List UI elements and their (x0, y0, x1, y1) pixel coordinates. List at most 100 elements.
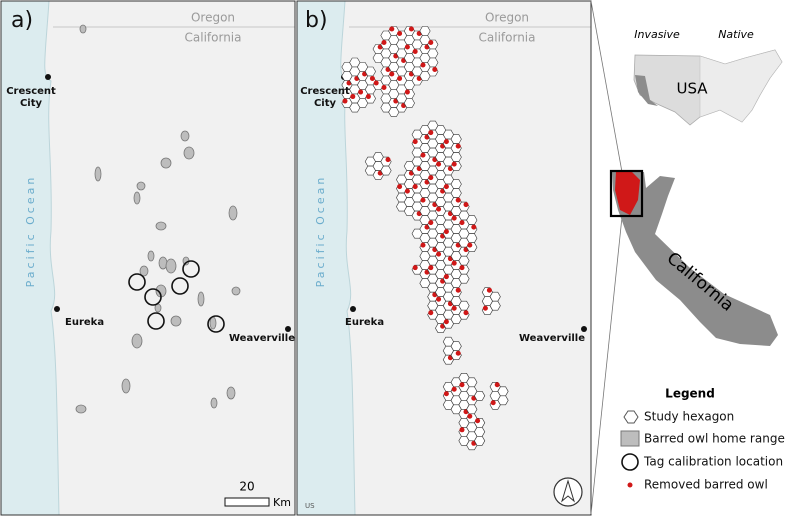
panel-a: a) Oregon California Pacific Ocean Cresc… (0, 0, 296, 516)
study-hexagon (466, 215, 478, 225)
study-hexagon (458, 255, 470, 266)
home-range (231, 286, 241, 296)
removed-owl (404, 89, 410, 95)
removed-owl (459, 220, 465, 226)
removed-owl (490, 400, 496, 406)
place-label: City (314, 98, 337, 109)
removed-owl (455, 350, 461, 356)
removed-owl (455, 197, 461, 203)
legend-swatch (623, 410, 639, 424)
removed-owl (385, 157, 391, 163)
panel-label: a) (11, 8, 33, 33)
removed-owl (404, 44, 410, 50)
home-range (183, 146, 195, 160)
removed-owl (467, 413, 473, 419)
place-label: Crescent (300, 86, 350, 97)
study-hexagon (489, 291, 501, 302)
study-hexagon (427, 57, 439, 68)
removed-owl (412, 265, 418, 271)
removed-owl (471, 224, 477, 230)
study-hexagon (466, 377, 478, 388)
removed-owl (436, 251, 442, 257)
place-label: Weaverville (519, 333, 585, 344)
home-range (165, 258, 177, 274)
legend-label: Study hexagon (644, 410, 734, 424)
home-range (121, 378, 131, 394)
removed-owl (397, 31, 403, 37)
study-hexagon (474, 390, 486, 401)
removed-owl (428, 310, 434, 316)
removed-owl (451, 161, 457, 167)
home-range (155, 221, 167, 231)
place-label: Crescent (6, 86, 56, 97)
state-label: California (185, 31, 242, 45)
native-range (699, 49, 783, 123)
removed-owl (455, 143, 461, 149)
legend-swatch (621, 453, 639, 471)
place-label: Weaverville (229, 333, 295, 344)
inset-label: Invasive (634, 28, 680, 41)
study-hexagon (489, 300, 501, 311)
removed-owl (486, 287, 492, 293)
removed-owl (451, 386, 457, 392)
removed-owl (436, 296, 442, 302)
panel-label: b) (305, 8, 328, 33)
country-label: USA (676, 80, 708, 98)
state-label: Oregon (191, 11, 235, 25)
home-range (139, 265, 149, 277)
scale-unit: Km (273, 496, 291, 509)
removed-owl (443, 184, 449, 190)
study-hexagon (474, 426, 486, 437)
credit: US (305, 502, 315, 510)
study-hexagon (419, 26, 431, 36)
state-label: California (479, 31, 536, 45)
removed-owl (459, 382, 465, 388)
removed-owl (428, 175, 434, 181)
removed-owl (428, 265, 434, 271)
study-hexagon (450, 188, 462, 198)
home-range (136, 181, 146, 191)
study-hexagon (364, 66, 376, 77)
removed-owl (420, 62, 426, 68)
home-range (79, 24, 87, 34)
removed-owl (428, 220, 434, 226)
removed-owl (428, 40, 434, 46)
removed-owl (443, 274, 449, 280)
removed-owl (381, 40, 387, 46)
study-area-box (609, 169, 644, 218)
removed-owl (389, 71, 395, 77)
place-label: Eureka (345, 317, 384, 328)
removed-owl (475, 418, 481, 424)
scale-bar (224, 497, 270, 507)
removed-owl (443, 229, 449, 235)
legend-label: Removed barred owl (644, 478, 768, 492)
removed-owl (436, 206, 442, 212)
study-hexagon (450, 152, 462, 162)
study-hexagon (427, 48, 439, 59)
removed-owl (463, 202, 469, 208)
home-range (210, 397, 218, 409)
state-label: Oregon (485, 11, 529, 25)
removed-owl (494, 382, 500, 388)
removed-owl (350, 94, 356, 100)
home-range (228, 205, 238, 221)
study-hexagon (497, 395, 509, 406)
removed-owl (443, 139, 449, 145)
california-shape (612, 172, 778, 346)
removed-owl (467, 242, 473, 248)
study-hexagon (450, 179, 462, 189)
removed-owl (451, 260, 457, 266)
removed-owl (443, 319, 449, 325)
removed-owl (420, 152, 426, 158)
home-range (75, 404, 87, 414)
removed-owl (443, 391, 449, 397)
panel-b: b) Oregon California Pacific Ocean Cresc… (296, 0, 592, 516)
legend-title: Legend (665, 387, 715, 401)
removed-owl (451, 215, 457, 221)
removed-owl (358, 89, 364, 95)
study-hexagon (466, 233, 478, 243)
home-ranges (75, 24, 241, 414)
home-range (170, 315, 182, 327)
removed-owl (459, 427, 465, 433)
study-hexagon (450, 341, 462, 352)
